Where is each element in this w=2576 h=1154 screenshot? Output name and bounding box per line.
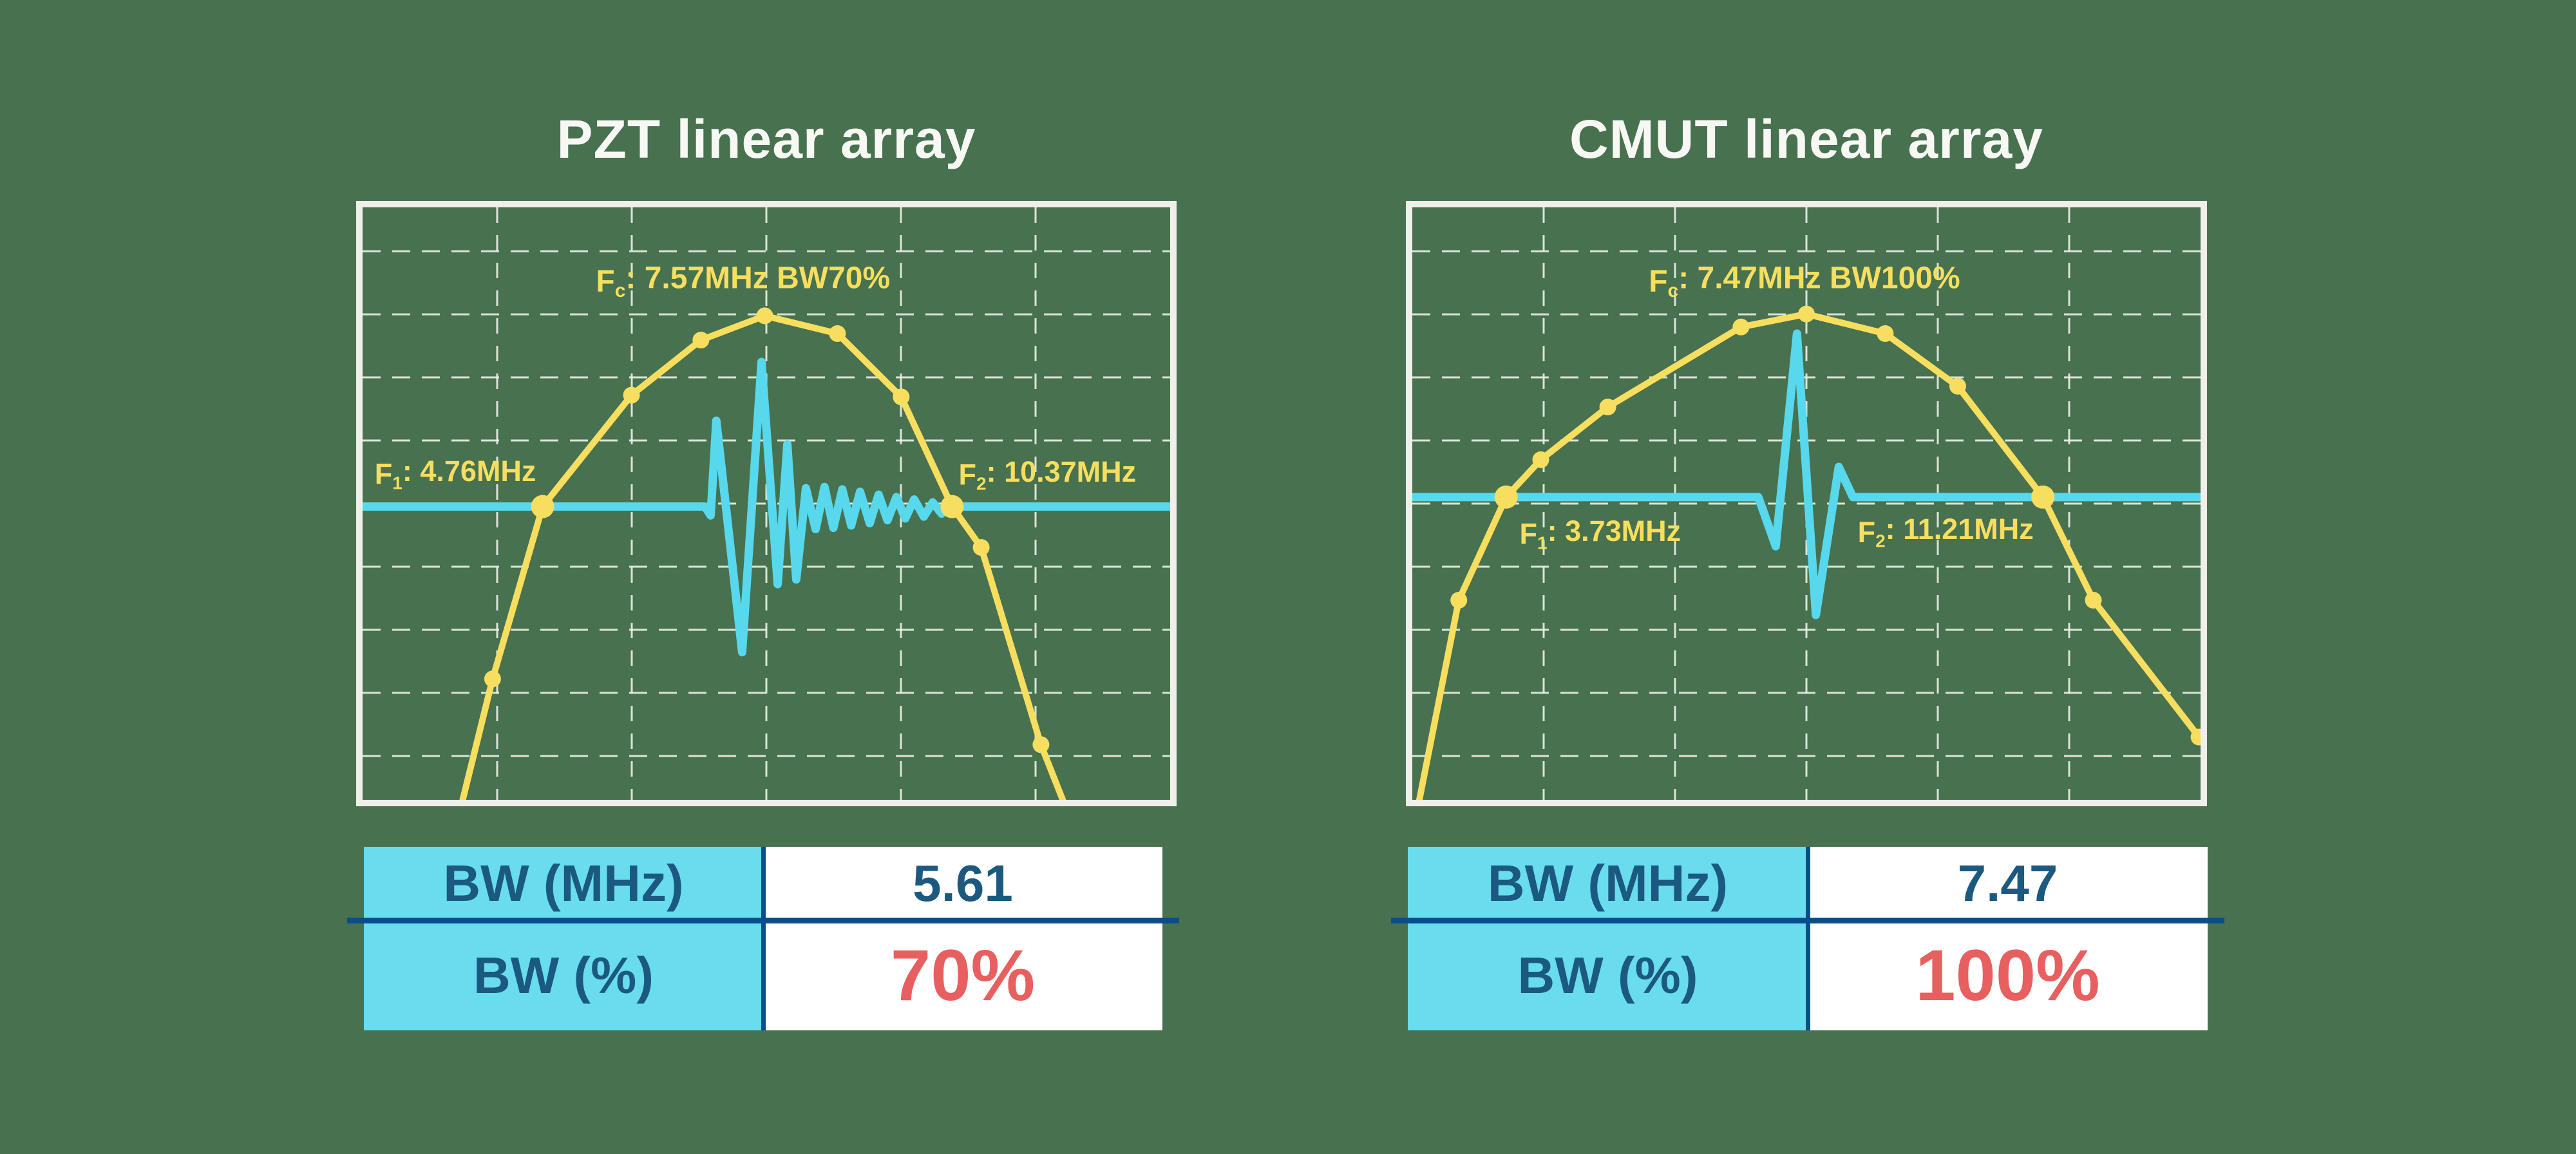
- f2-annotation: F2: 11.21MHz: [1858, 513, 2034, 551]
- cmut-bw-mhz-label-cell: BW (MHz): [1408, 847, 1808, 920]
- spectrum-marker-dot: [484, 670, 501, 688]
- table-row: BW (MHz) 5.61: [364, 847, 1162, 920]
- spectrum-curve: [1416, 310, 2201, 800]
- f1-annotation: F1: 4.76MHz: [375, 455, 536, 493]
- bandwidth-edge-dot: [940, 495, 964, 518]
- fc-annotation: Fc: 7.57MHz BW70%: [596, 261, 890, 301]
- pzt-bw-pct-value-cell: 70%: [763, 920, 1162, 1030]
- pulse-waveform: [363, 357, 1170, 657]
- f1-annotation: F1: 3.73MHz: [1520, 515, 1681, 553]
- cmut-chart: Fc: 7.47MHz BW100% F1: 3.73MHz F2: 11.21MH…: [1412, 207, 2201, 800]
- pzt-bw-mhz-value-cell: 5.61: [763, 847, 1162, 920]
- table-column-divider: [761, 847, 766, 1030]
- cmut-bw-pct-label-cell: BW (%): [1408, 920, 1808, 1030]
- table-column-divider: [1805, 847, 1810, 1030]
- pzt-panel-title: PZT linear array: [556, 109, 976, 169]
- spectrum-marker-dot: [972, 539, 990, 556]
- bandwidth-edge-dot: [531, 495, 554, 518]
- spectrum-marker-dot: [2190, 728, 2201, 746]
- table-row: BW (%) 100%: [1408, 920, 2208, 1030]
- spectrum-marker-dot: [1599, 399, 1616, 415]
- spectrum-marker-dot: [692, 332, 710, 349]
- pzt-chart: Fc: 7.57MHz BW70% F1: 4.76MHz F2: 10.37MHz: [363, 207, 1170, 800]
- cmut-bw-table: BW (MHz) 7.47 BW (%) 100%: [1391, 847, 2224, 1030]
- spectrum-marker-dot: [829, 325, 846, 342]
- cmut-panel-title: CMUT linear array: [1569, 109, 2043, 169]
- spectrum-marker-dot: [1732, 318, 1750, 336]
- spectrum-marker-dot: [2085, 592, 2102, 609]
- cmut-bw-mhz-value-cell: 7.47: [1808, 847, 2208, 920]
- bandwidth-edge-dot: [2031, 485, 2055, 509]
- spectrum-marker-dot: [1532, 451, 1549, 468]
- spectrum-marker-dot: [1032, 736, 1050, 753]
- pzt-bw-mhz-label-cell: BW (MHz): [364, 847, 763, 920]
- fc-annotation: Fc: 7.47MHz BW100%: [1649, 261, 1960, 301]
- pzt-bw-pct-label-cell: BW (%): [364, 920, 763, 1030]
- pzt-chart-box: Fc: 7.57MHz BW70% F1: 4.76MHz F2: 10.37MHz: [356, 201, 1177, 806]
- f2-annotation: F2: 10.37MHz: [959, 455, 1137, 494]
- spectrum-marker-dot: [623, 386, 640, 404]
- spectrum-curve: [459, 312, 1066, 800]
- spectrum-marker-dot: [1450, 592, 1468, 609]
- table-row-divider: [1391, 918, 2224, 923]
- table-row-divider: [347, 918, 1179, 923]
- spectrum-marker-dot: [893, 388, 910, 406]
- cmut-chart-box: Fc: 7.47MHz BW100% F1: 3.73MHz F2: 11.21MH…: [1406, 201, 2207, 806]
- spectrum-marker-dot: [1949, 377, 1966, 395]
- spectrum-marker-dot: [1798, 305, 1815, 323]
- spectrum-marker-dot: [1877, 325, 1894, 342]
- bandwidth-edge-dot: [1494, 485, 1518, 509]
- table-row: BW (%) 70%: [364, 920, 1162, 1030]
- pzt-bw-table: BW (MHz) 5.61 BW (%) 70%: [347, 847, 1179, 1030]
- spectrum-marker-dot: [756, 307, 773, 325]
- cmut-bw-pct-value-cell: 100%: [1808, 920, 2208, 1030]
- pulse-waveform: [1412, 329, 2201, 620]
- table-row: BW (MHz) 7.47: [1408, 847, 2208, 920]
